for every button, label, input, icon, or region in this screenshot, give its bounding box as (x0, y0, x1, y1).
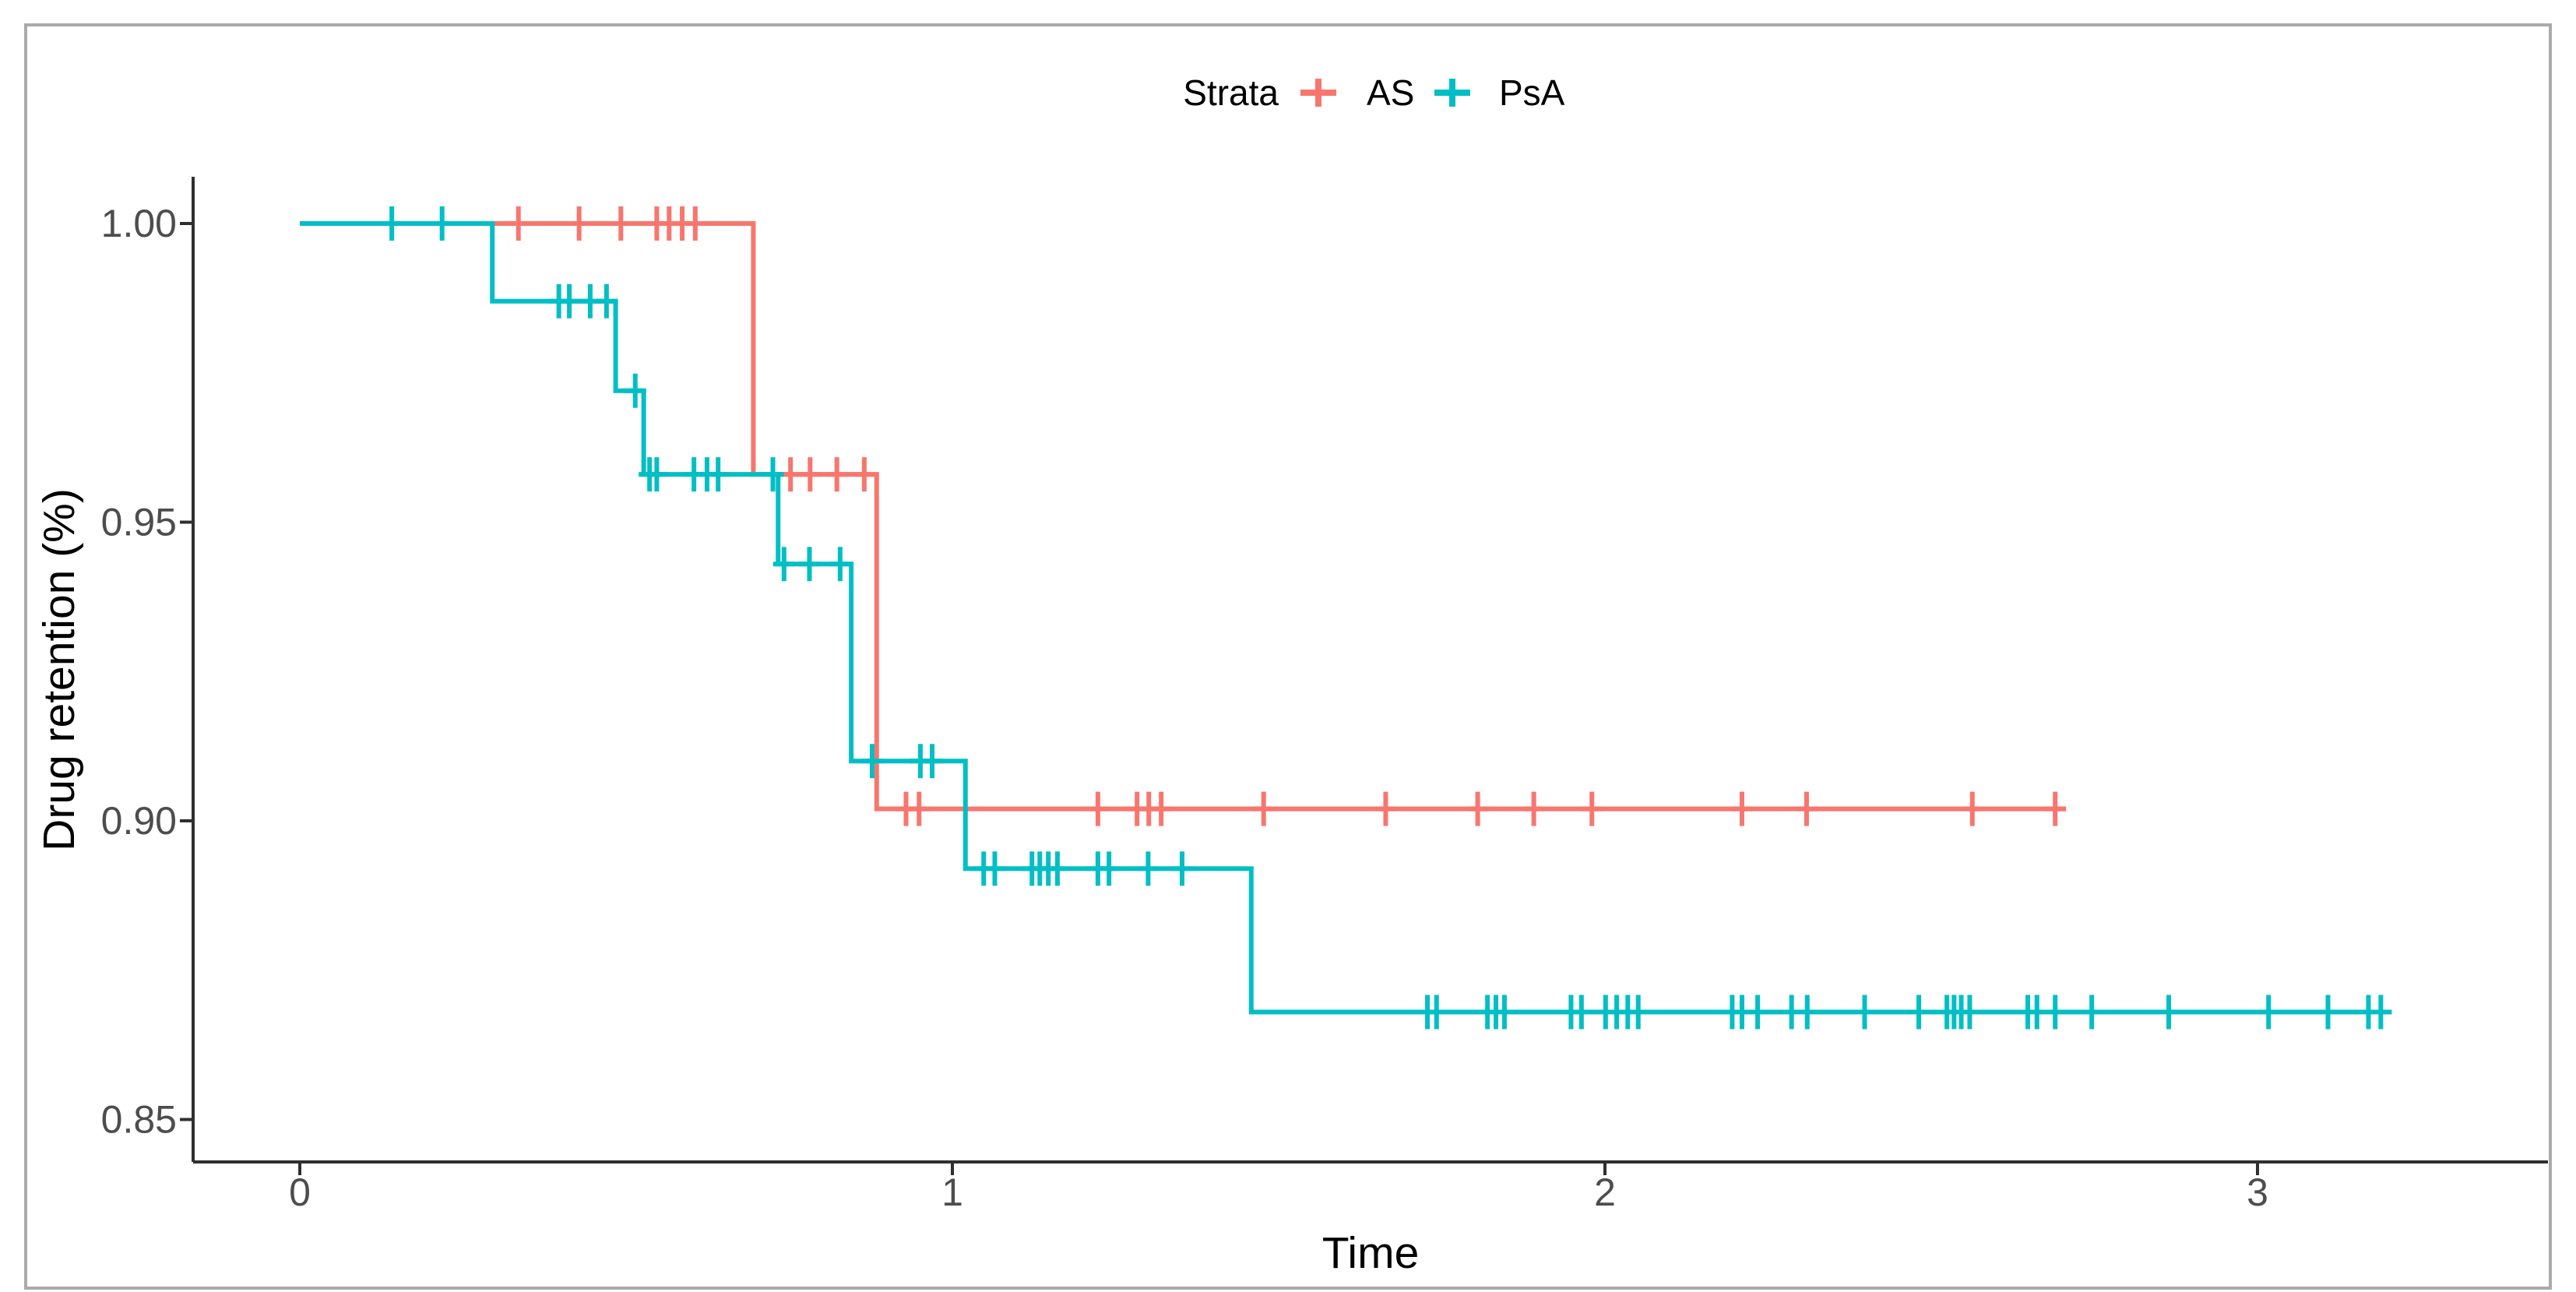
as-censor-mark (684, 206, 706, 241)
psa-censor-mark (1853, 995, 1876, 1030)
as-censor-mark (1150, 791, 1173, 826)
x-tick-label: 1 (941, 1171, 963, 1214)
x-tick-label: 2 (1594, 1171, 1616, 1214)
as-censor-mark (908, 791, 931, 826)
legend-item-psa: PsA (1434, 72, 1565, 113)
as-censor-mark (568, 206, 590, 241)
y-tick-label: 0.85 (101, 1098, 177, 1142)
legend-item-as-label: AS (1367, 72, 1414, 113)
as-censor-mark (1252, 791, 1275, 826)
psa-censor-mark (2258, 995, 2280, 1030)
psa-censor-mark (1570, 995, 1592, 1030)
psa-censor-mark (431, 206, 453, 241)
as-censor-mark (1086, 791, 1109, 826)
as-censor-mark (825, 457, 848, 492)
psa-censor-mark (2370, 995, 2392, 1030)
psa-censor-mark (2158, 995, 2180, 1030)
psa-censor-mark (646, 457, 668, 492)
psa-censor-mark (2081, 995, 2103, 1030)
psa-censor-mark (1747, 995, 1769, 1030)
as-censor-mark (1466, 791, 1489, 826)
psa-censor-mark (2317, 995, 2339, 1030)
psa-censor-mark (1493, 995, 1515, 1030)
psa-censor-mark (829, 547, 851, 582)
psa-censor-mark (1958, 995, 1981, 1030)
psa-censor-mark (762, 457, 784, 492)
legend-title: Strata (1183, 72, 1279, 113)
as-censor-mark (1522, 791, 1545, 826)
psa-censor-mark (1137, 851, 1160, 886)
psa-censor-mark (984, 851, 1006, 886)
psa-censor-mark (558, 283, 581, 319)
as-censor-mark (2044, 791, 2067, 826)
psa-censor-mark (860, 744, 883, 779)
psa-censor-mark (707, 457, 730, 492)
psa-censor-mark (921, 744, 944, 779)
x-axis-title: Time (1322, 1228, 1420, 1278)
legend: Strata AS PsA (1183, 72, 1564, 113)
y-tick-label: 0.95 (101, 501, 177, 544)
psa-censor-mark (1425, 995, 1448, 1030)
psa-censor-mark (595, 283, 618, 319)
psa-censor-mark (798, 547, 821, 582)
psa-censor-mark (1098, 851, 1121, 886)
y-tick-label: 0.90 (101, 799, 177, 843)
legend-item-as: AS (1300, 72, 1414, 113)
as-censor-mark (1581, 791, 1603, 826)
as-censor-mark (1730, 791, 1753, 826)
as-survival-curve (300, 221, 2066, 811)
psa-censor-mark (1170, 851, 1193, 886)
as-censor-mark (507, 206, 530, 241)
as-censor-mark (853, 457, 875, 492)
psa-censor-mark (2025, 995, 2048, 1030)
legend-item-psa-label: PsA (1499, 72, 1565, 113)
as-censor-mark (1961, 791, 1983, 826)
psa-censor-mark (772, 547, 795, 582)
as-plus-icon (1300, 79, 1336, 107)
plot-border (24, 23, 2552, 1290)
x-tick-label: 3 (2247, 1171, 2268, 1214)
x-tick-label: 0 (289, 1171, 311, 1214)
psa-censor-mark (1627, 995, 1649, 1030)
psa-censor-mark (1046, 851, 1068, 886)
as-censor-mark (1795, 791, 1818, 826)
y-axis-title: Drug retention (%) (34, 488, 84, 851)
chart-layer: 1.00 0.95 0.90 0.85 0 1 2 3 (101, 177, 2548, 1214)
psa-censor-mark (1796, 995, 1818, 1030)
as-censor-mark (610, 206, 632, 241)
psa-censor-mark (624, 373, 646, 408)
as-censor-mark (799, 457, 822, 492)
as-censor-mark (1374, 791, 1397, 826)
psa-censor-mark (1908, 995, 1930, 1030)
psa-survival-curve (300, 221, 2387, 1015)
psa-plus-icon (1434, 79, 1470, 107)
psa-censor-mark (381, 206, 403, 241)
y-tick-label: 1.00 (101, 202, 177, 245)
psa-censor-mark (2044, 995, 2067, 1030)
